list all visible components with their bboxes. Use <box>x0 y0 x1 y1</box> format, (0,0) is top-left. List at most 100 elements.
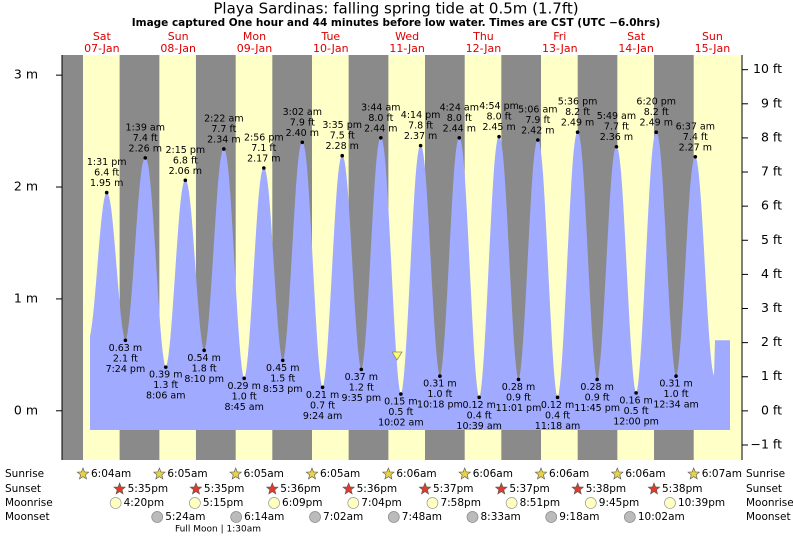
tide-label: 0.37 m <box>345 372 378 383</box>
tide-label: 1.95 m <box>90 178 123 189</box>
tide-label: 0.31 m <box>423 379 456 390</box>
tide-label: 0.9 ft <box>506 392 531 403</box>
sunrise-time: 6:06am <box>473 468 513 480</box>
tide-label: 2.44 m <box>443 123 476 134</box>
y-tick-label: 3 m <box>14 67 38 82</box>
moonrise-time: 6:09pm <box>282 497 322 509</box>
tide-label: 1.2 ft <box>349 382 374 393</box>
tide-label: 7.4 ft <box>683 132 708 143</box>
tide-label: 6.8 ft <box>173 155 198 166</box>
tide-label: 6.4 ft <box>94 168 119 179</box>
tide-label: 7.7 ft <box>604 122 629 133</box>
sunset-icon <box>342 482 356 495</box>
sunset-time: 5:35pm <box>204 483 244 495</box>
tide-label: 7.7 ft <box>211 124 236 135</box>
moonrise-time: 5:15pm <box>203 497 243 509</box>
tide-label: 10:02 am <box>378 417 423 428</box>
tide-label: 7:24 pm <box>106 364 146 375</box>
tide-point <box>634 391 638 395</box>
tide-label: 2.06 m <box>169 166 202 177</box>
moon-phase: Full Moon | 1:30am <box>175 525 261 535</box>
moonrise-icon <box>347 497 360 509</box>
date-label: 14-Jan <box>618 42 654 55</box>
y2-tick-label: 8 ft <box>761 129 782 144</box>
tide-point <box>104 190 109 195</box>
tide-label: 9:24 am <box>303 411 342 422</box>
moonset-time: 5:24am <box>165 511 205 523</box>
date-label: 09-Jan <box>237 42 273 55</box>
tide-label: 1.0 ft <box>427 389 452 400</box>
moonrise-icon <box>584 497 597 509</box>
sunrise-icon <box>458 467 472 480</box>
y2-tick-label: 7 ft <box>761 164 782 179</box>
tide-label: 10:18 pm <box>417 400 463 411</box>
tide-point <box>595 377 599 382</box>
moonset-icon <box>466 511 479 523</box>
moonset-time: 10:02am <box>638 511 685 523</box>
tide-label: 0.12 m <box>462 400 495 411</box>
moonrise-icon <box>664 497 676 509</box>
tide-label: 0.4 ft <box>467 410 492 421</box>
row-label: Moonrise <box>5 497 53 509</box>
tide-label: 12:00 pm <box>613 416 659 427</box>
y2-tick-label: 5 ft <box>761 232 782 247</box>
moonrise-time: 10:39pm <box>678 497 725 509</box>
moonset-icon <box>623 511 636 523</box>
tide-label: 0.39 m <box>149 370 182 381</box>
y-tick-label: 1 m <box>14 290 38 305</box>
tide-point <box>143 156 148 160</box>
sunrise-time: 6:06am <box>396 468 436 480</box>
tide-point <box>399 392 403 396</box>
tide-point <box>477 395 481 400</box>
tide-label: 9:35 pm <box>341 393 381 404</box>
tide-label: 8:45 am <box>224 402 263 413</box>
tide-label: 12:34 am <box>653 400 698 411</box>
tide-label: 1.8 ft <box>192 363 217 374</box>
sunrise-time: 6:04am <box>91 468 131 480</box>
tide-label: 10:39 am <box>456 421 501 432</box>
tide-label: 7.4 ft <box>133 133 158 144</box>
tide-point <box>320 385 325 390</box>
tide-label: 2.40 m <box>286 128 319 139</box>
tide-label: 6:20 pm <box>636 97 676 108</box>
tide-label: 5:06 am <box>518 105 557 116</box>
date-label: 08-Jan <box>160 42 196 55</box>
tide-point <box>340 153 345 158</box>
tide-label: 4:54 pm <box>479 101 519 112</box>
weekday-label: Wed <box>395 30 419 43</box>
tide-label: 0.28 m <box>502 382 535 393</box>
moonrise-time: 7:04pm <box>361 497 401 509</box>
moonrise-icon <box>268 497 280 509</box>
tide-label: 8.0 ft <box>368 113 393 124</box>
weekday-label: Sun <box>702 30 723 43</box>
tide-label: 0.12 m <box>541 400 574 411</box>
sunrise-icon <box>687 467 701 480</box>
tide-label: 2.37 m <box>404 131 437 142</box>
row-label: Sunrise <box>5 468 44 480</box>
tide-label: 1.5 ft <box>270 373 295 384</box>
date-label: 12-Jan <box>466 42 502 55</box>
moonrise-icon <box>189 497 201 509</box>
tide-point <box>242 376 246 381</box>
tide-point <box>674 374 678 378</box>
weekday-label: Sat <box>93 30 112 43</box>
tide-curve <box>106 131 696 398</box>
sunset-time: 5:35pm <box>128 483 168 495</box>
tide-point <box>536 138 540 142</box>
tide-label: 7.1 ft <box>251 143 276 154</box>
tide-point <box>163 365 168 369</box>
row-label-right: Sunset <box>746 483 782 495</box>
tide-label: 2.27 m <box>679 142 712 153</box>
tide-label: 0.28 m <box>580 382 613 393</box>
tide-label: 4:24 am <box>440 102 479 113</box>
sunrise-icon <box>534 467 548 480</box>
tide-point <box>555 395 560 400</box>
moonset-icon <box>387 511 400 523</box>
tide-label: 6:37 am <box>676 121 715 132</box>
sunset-time: 5:36pm <box>280 483 320 495</box>
sunrise-icon <box>381 467 395 480</box>
y2-tick-label: 0 ft <box>761 402 782 417</box>
tide-label: 7.9 ft <box>290 117 315 128</box>
tide-label: 7.9 ft <box>525 115 550 126</box>
